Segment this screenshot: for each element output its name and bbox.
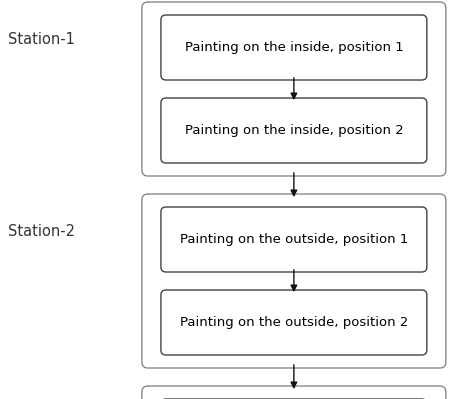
FancyBboxPatch shape bbox=[161, 98, 427, 163]
Text: Painting on the inside, position 2: Painting on the inside, position 2 bbox=[184, 124, 403, 137]
FancyBboxPatch shape bbox=[161, 15, 427, 80]
Text: Painting on the outside, position 1: Painting on the outside, position 1 bbox=[180, 233, 408, 246]
FancyBboxPatch shape bbox=[161, 207, 427, 272]
FancyBboxPatch shape bbox=[142, 386, 446, 399]
FancyBboxPatch shape bbox=[161, 290, 427, 355]
Text: Station-1: Station-1 bbox=[8, 32, 75, 47]
Text: Painting on the outside, position 2: Painting on the outside, position 2 bbox=[180, 316, 408, 329]
FancyBboxPatch shape bbox=[142, 194, 446, 368]
FancyBboxPatch shape bbox=[142, 2, 446, 176]
Text: Station-2: Station-2 bbox=[8, 224, 75, 239]
Text: Painting on the inside, position 1: Painting on the inside, position 1 bbox=[184, 41, 403, 54]
